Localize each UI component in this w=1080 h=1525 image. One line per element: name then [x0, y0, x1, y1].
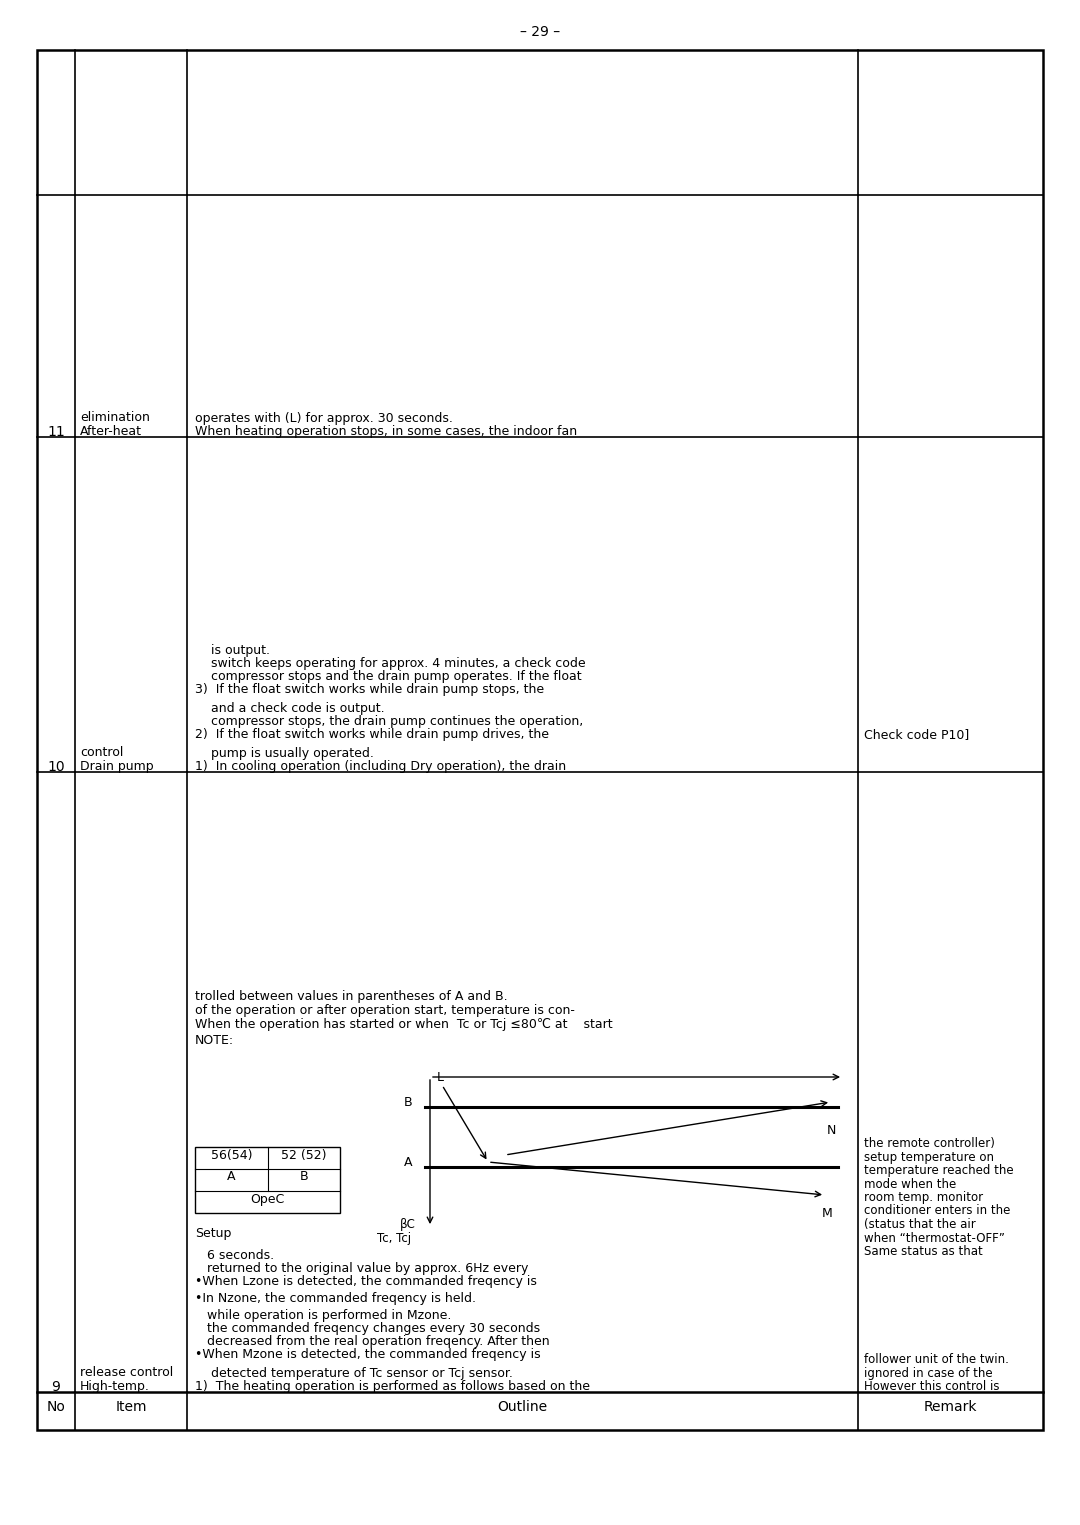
- Text: A: A: [227, 1171, 235, 1183]
- Text: However this control is: However this control is: [864, 1380, 999, 1392]
- Text: mode when the: mode when the: [864, 1177, 956, 1191]
- Text: while operation is performed in Mzone.: while operation is performed in Mzone.: [195, 1308, 451, 1322]
- Text: 3)  If the float switch works while drain pump stops, the: 3) If the float switch works while drain…: [195, 683, 544, 695]
- Text: control: control: [80, 746, 123, 759]
- Text: compressor stops, the drain pump continues the operation,: compressor stops, the drain pump continu…: [195, 715, 583, 727]
- Text: N: N: [827, 1124, 836, 1138]
- Text: •When Lzone is detected, the commanded freqency is: •When Lzone is detected, the commanded f…: [195, 1275, 537, 1289]
- Text: of the operation or after operation start, temperature is con-: of the operation or after operation star…: [195, 1003, 575, 1017]
- Text: (status that the air: (status that the air: [864, 1218, 975, 1231]
- Text: the commanded freqency changes every 30 seconds: the commanded freqency changes every 30 …: [195, 1322, 540, 1334]
- Text: 11: 11: [48, 425, 65, 439]
- Text: After-heat: After-heat: [80, 425, 141, 438]
- Text: When the operation has started or when  Tc or Tcj ≤80℃ at    start: When the operation has started or when T…: [195, 1019, 612, 1031]
- Text: B: B: [404, 1096, 413, 1110]
- Text: operates with (L) for approx. 30 seconds.: operates with (L) for approx. 30 seconds…: [195, 412, 453, 425]
- Text: ignored in case of the: ignored in case of the: [864, 1366, 993, 1380]
- Text: L: L: [437, 1071, 444, 1084]
- Text: elimination: elimination: [80, 412, 150, 424]
- Text: OpeC: OpeC: [251, 1193, 285, 1205]
- Text: Remark: Remark: [923, 1400, 977, 1414]
- Text: 6 seconds.: 6 seconds.: [195, 1249, 274, 1263]
- Text: When heating operation stops, in some cases, the indoor fan: When heating operation stops, in some ca…: [195, 425, 577, 438]
- Text: 56(54): 56(54): [211, 1148, 252, 1162]
- Text: switch keeps operating for approx. 4 minutes, a check code: switch keeps operating for approx. 4 min…: [195, 657, 585, 669]
- Text: M: M: [822, 1206, 833, 1220]
- Text: NOTE:: NOTE:: [195, 1034, 234, 1048]
- Text: is output.: is output.: [195, 644, 270, 657]
- Text: 9: 9: [52, 1380, 60, 1394]
- Text: •When Mzone is detected, the commanded freqency is: •When Mzone is detected, the commanded f…: [195, 1348, 541, 1360]
- Text: follower unit of the twin.: follower unit of the twin.: [864, 1353, 1009, 1366]
- Text: No: No: [46, 1400, 66, 1414]
- Text: Setup: Setup: [195, 1228, 231, 1240]
- Text: conditioner enters in the: conditioner enters in the: [864, 1205, 1011, 1217]
- Text: temperature reached the: temperature reached the: [864, 1164, 1014, 1177]
- Text: and a check code is output.: and a check code is output.: [195, 702, 384, 715]
- Text: compressor stops and the drain pump operates. If the float: compressor stops and the drain pump oper…: [195, 669, 582, 683]
- Text: returned to the original value by approx. 6Hz every: returned to the original value by approx…: [195, 1263, 528, 1275]
- Text: setup temperature on: setup temperature on: [864, 1150, 994, 1164]
- Text: High-temp.: High-temp.: [80, 1380, 150, 1392]
- Text: Tc, Tcj: Tc, Tcj: [377, 1232, 411, 1244]
- Text: detected temperature of Tc sensor or Tcj sensor.: detected temperature of Tc sensor or Tcj…: [195, 1366, 513, 1380]
- Text: 2)  If the float switch works while drain pump drives, the: 2) If the float switch works while drain…: [195, 727, 549, 741]
- Text: Outline: Outline: [498, 1400, 548, 1414]
- Text: 10: 10: [48, 759, 65, 775]
- Bar: [195, 1147, 340, 1212]
- Text: A: A: [404, 1156, 413, 1170]
- Text: room temp. monitor: room temp. monitor: [864, 1191, 983, 1205]
- Text: Item: Item: [116, 1400, 147, 1414]
- Text: Drain pump: Drain pump: [80, 759, 153, 773]
- Text: release control: release control: [80, 1366, 173, 1379]
- Text: when “thermostat-OFF”: when “thermostat-OFF”: [864, 1232, 1004, 1244]
- Text: pump is usually operated.: pump is usually operated.: [195, 747, 374, 759]
- Text: Check code P10]: Check code P10]: [864, 727, 969, 741]
- Text: B: B: [299, 1171, 308, 1183]
- Text: 1)  In cooling operation (including Dry operation), the drain: 1) In cooling operation (including Dry o…: [195, 759, 566, 773]
- Text: •In Nzone, the commanded freqency is held.: •In Nzone, the commanded freqency is hel…: [195, 1292, 476, 1305]
- Text: Same status as that: Same status as that: [864, 1244, 983, 1258]
- Text: – 29 –: – 29 –: [519, 24, 561, 40]
- Text: βC: βC: [400, 1218, 416, 1231]
- Text: trolled between values in parentheses of A and B.: trolled between values in parentheses of…: [195, 990, 508, 1003]
- Text: decreased from the real operation freqency. After then: decreased from the real operation freqen…: [195, 1334, 550, 1348]
- Text: 1)  The heating operation is performed as follows based on the: 1) The heating operation is performed as…: [195, 1380, 590, 1392]
- Text: the remote controller): the remote controller): [864, 1138, 995, 1150]
- Text: 52 (52): 52 (52): [281, 1148, 326, 1162]
